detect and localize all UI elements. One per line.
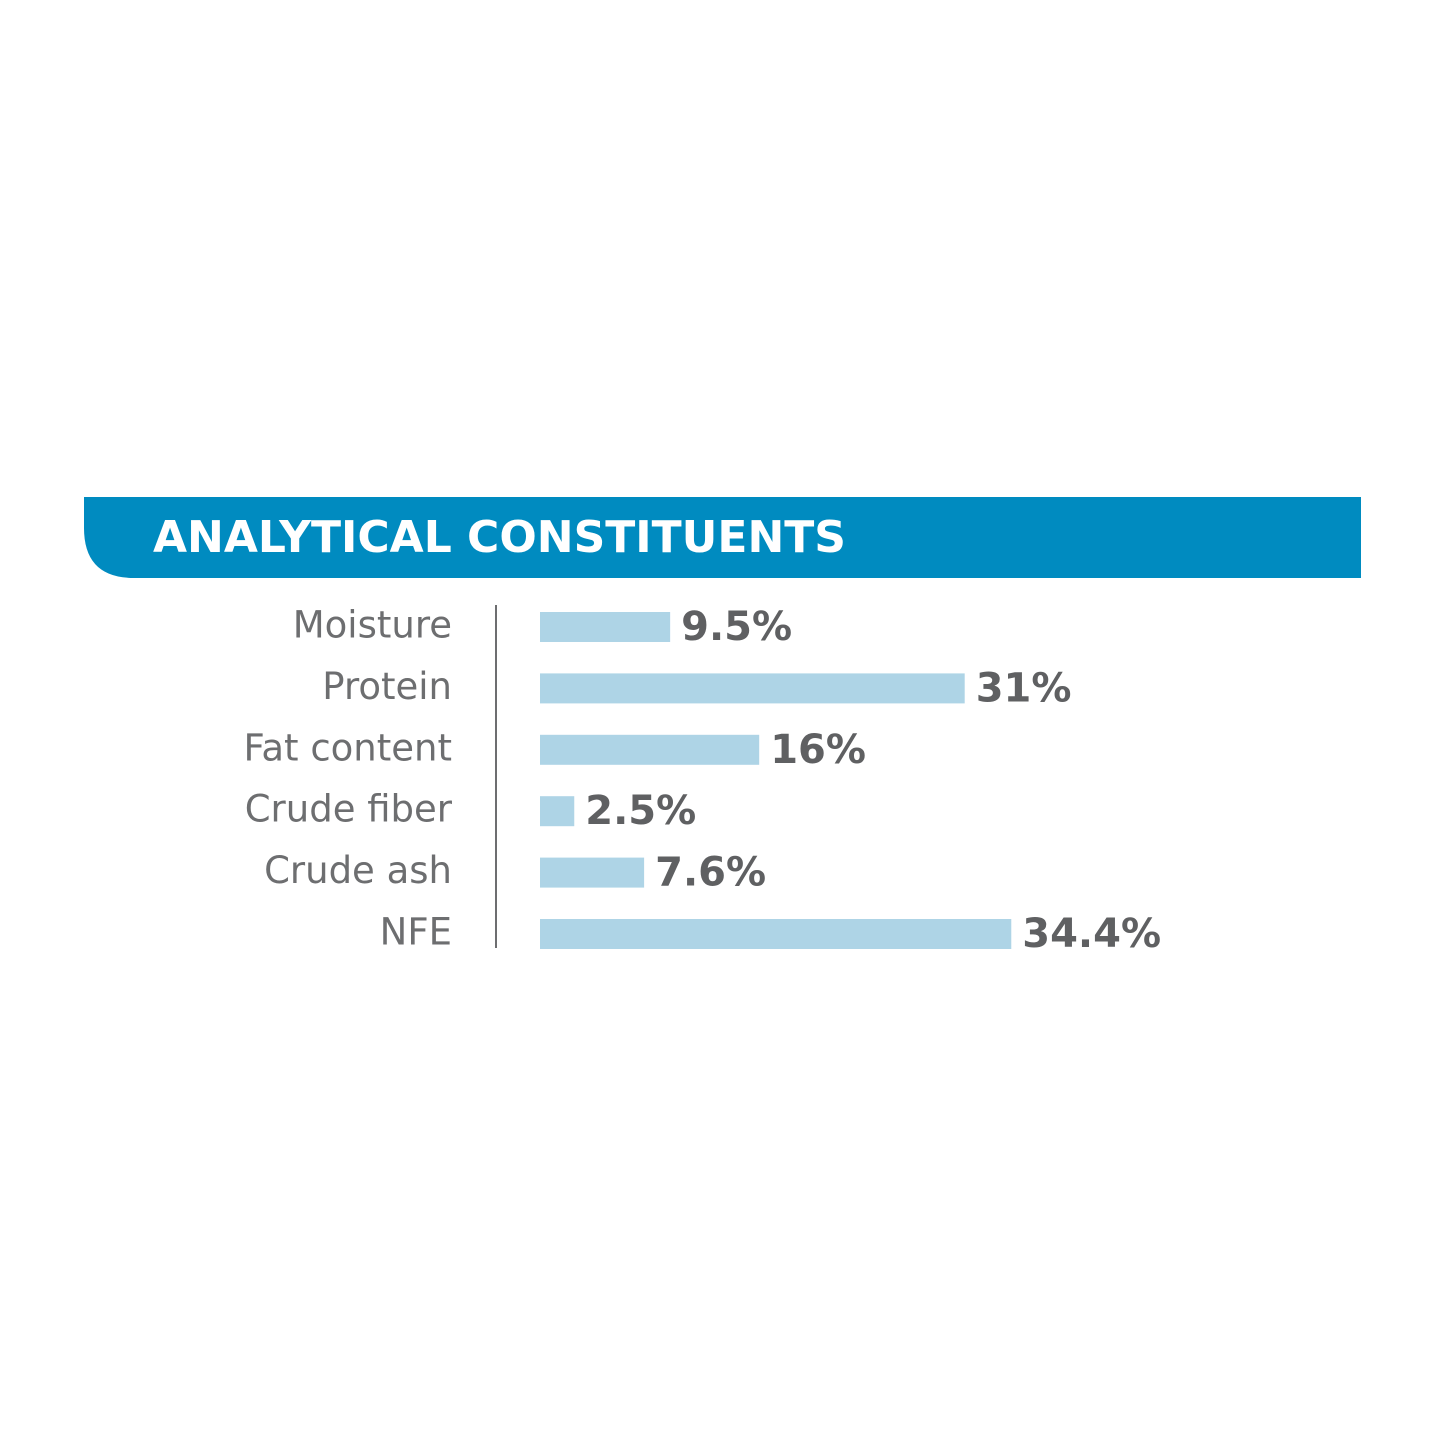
value-label: 9.5% xyxy=(681,604,792,650)
bar xyxy=(540,673,965,704)
bar xyxy=(540,796,575,827)
category-label: Crude fiber xyxy=(245,788,453,831)
value-label: 16% xyxy=(770,727,866,773)
bar xyxy=(540,857,645,888)
category-label: Moisture xyxy=(293,604,452,647)
header-band xyxy=(84,497,1361,578)
value-label: 2.5% xyxy=(585,788,696,834)
category-label: Crude ash xyxy=(264,849,452,892)
value-label: 7.6% xyxy=(655,850,766,896)
value-label: 34.4% xyxy=(1022,911,1161,957)
bar xyxy=(540,612,671,642)
bar xyxy=(540,919,1012,949)
category-label: Protein xyxy=(322,665,452,708)
bar xyxy=(540,734,760,765)
category-label: Fat content xyxy=(244,726,453,769)
chart-title: ANALYTICAL CONSTITUENTS xyxy=(153,512,846,563)
category-label: NFE xyxy=(380,911,452,954)
value-label: 31% xyxy=(976,665,1072,711)
